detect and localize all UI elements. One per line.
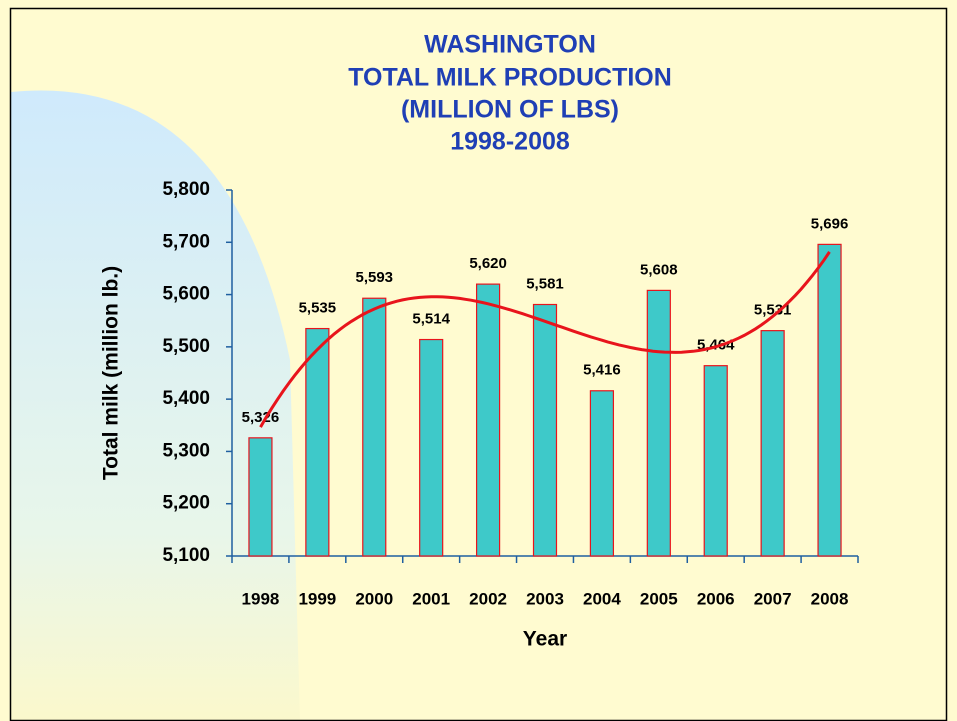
y-tick-label: 5,600 — [162, 284, 210, 305]
data-label: 5,593 — [355, 269, 393, 286]
decoration — [11, 90, 300, 721]
x-tick-label: 2000 — [355, 589, 393, 608]
chart-title: 1998-2008 — [450, 128, 570, 156]
chart-title: (MILLION OF LBS) — [401, 96, 619, 124]
bar — [760, 330, 785, 557]
data-label: 5,696 — [811, 215, 849, 232]
data-label: 5,620 — [469, 255, 507, 272]
chart-title: TOTAL MILK PRODUCTION — [348, 64, 672, 92]
y-tick-label: 5,100 — [162, 545, 210, 566]
bar — [646, 289, 671, 557]
chart-title: WASHINGTON — [424, 31, 596, 59]
x-tick-label: 1998 — [242, 589, 280, 608]
x-tick-label: 2007 — [754, 589, 792, 608]
x-tick-label: 2004 — [583, 589, 621, 608]
y-tick-label: 5,300 — [162, 440, 210, 461]
data-label: 5,514 — [412, 311, 450, 328]
trendline — [259, 251, 831, 428]
bar — [305, 327, 330, 557]
data-label: 5,416 — [583, 362, 621, 379]
x-tick-label: 2001 — [412, 589, 450, 608]
x-tick-label: 2006 — [697, 589, 735, 608]
data-label: 5,581 — [526, 275, 564, 292]
bar — [703, 365, 728, 557]
y-tick-label: 5,200 — [162, 493, 210, 514]
bar — [475, 283, 501, 557]
x-tick-label: 1999 — [298, 589, 336, 608]
bar — [248, 437, 273, 557]
bar — [532, 303, 558, 557]
y-tick-label: 5,400 — [162, 388, 210, 409]
bar — [362, 297, 387, 557]
x-tick-label: 2003 — [526, 589, 564, 608]
data-label: 5,531 — [754, 302, 792, 319]
x-tick-label: 2005 — [640, 589, 678, 608]
data-label: 5,608 — [640, 261, 678, 278]
y-tick-label: 5,500 — [162, 336, 210, 357]
data-label: 5,535 — [299, 300, 337, 317]
y-axis-label: Total milk (million lb.) — [100, 266, 123, 480]
bar — [817, 243, 842, 557]
x-tick-label: 2002 — [469, 589, 507, 608]
x-axis-label: Year — [523, 628, 567, 651]
bar — [589, 390, 615, 557]
bar — [419, 338, 444, 557]
y-tick-label: 5,700 — [162, 231, 210, 252]
x-tick-label: 2008 — [811, 589, 849, 608]
data-label: 5,326 — [242, 409, 280, 426]
y-tick-label: 5,800 — [162, 179, 210, 200]
